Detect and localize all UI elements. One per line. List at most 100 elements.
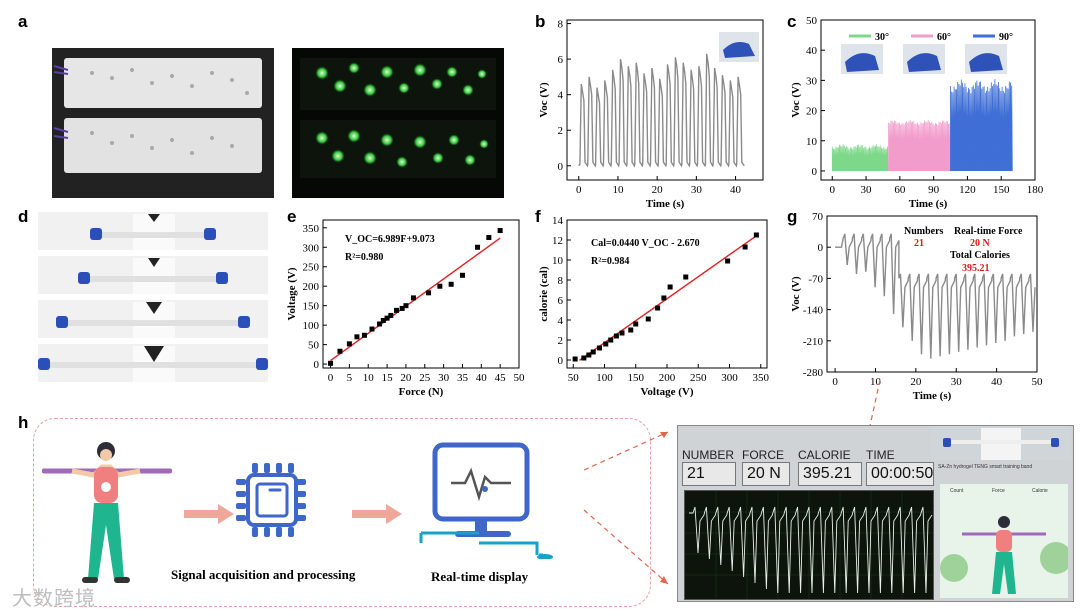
panel-label-a: a <box>18 12 28 31</box>
chart-f: 50 100 150 200 250 300 350 0 2 4 6 8 10 12 14 Voltage (… <box>538 215 770 398</box>
e-data-point <box>410 295 416 301</box>
f-data-point <box>619 330 625 336</box>
g-numbers-label: Numbers <box>904 226 944 237</box>
photo-device-panel <box>52 48 274 198</box>
e-data-point <box>403 303 409 309</box>
e-data-point <box>437 283 443 289</box>
f-data-point <box>572 356 578 362</box>
c-legend-label: 30° <box>875 32 889 43</box>
g-force-label: Real-time Force <box>954 226 1023 237</box>
f-data-point <box>742 244 748 250</box>
c-segment-1 <box>888 120 951 171</box>
sw-mini-count: Count <box>950 488 964 494</box>
e-data-point <box>448 281 454 287</box>
e-data-point <box>388 312 394 318</box>
e-xtick-label: 40 <box>476 372 488 384</box>
g-xtick-label: 10 <box>870 376 882 388</box>
g-xtick-label: 50 <box>1032 376 1044 388</box>
b-ytick-label: 6 <box>558 54 564 66</box>
c-ytick-label: 30 <box>806 75 818 87</box>
e-data-point <box>377 321 383 327</box>
e-xtick-label: 15 <box>382 372 394 384</box>
f-data-point <box>645 316 651 322</box>
e-data-point <box>346 341 352 347</box>
chart-c: 0 30 60 90 120 150 180 0 10 20 30 40 50 Time (s) Voc (… <box>790 15 1044 209</box>
c-segment-2 <box>950 79 1013 171</box>
panel-label-c: c <box>787 12 797 31</box>
f-fit-equation: Cal=0.0440 V_OC - 2.670 <box>591 238 700 249</box>
c-frame <box>820 19 1036 181</box>
chip-processor-icon <box>236 463 306 537</box>
f-data-point <box>628 327 634 333</box>
e-xtick-label: 35 <box>457 372 469 384</box>
watermark: 大数跨境 <box>12 586 96 610</box>
sw-camera-view <box>931 426 1071 460</box>
e-data-point <box>486 235 492 241</box>
c-legend-label: 90° <box>999 32 1013 43</box>
b-frame <box>566 19 764 181</box>
f-ylabel: calorie (cal) <box>538 266 550 322</box>
e-data-point <box>394 307 399 313</box>
e-data-point <box>337 348 343 354</box>
g-ytick-label: 70 <box>812 211 824 223</box>
e-ytick-label: 300 <box>303 242 320 254</box>
e-data-point <box>459 272 465 278</box>
stretch-photos-illustration <box>38 212 268 382</box>
b-ytick-label: 2 <box>558 125 564 137</box>
e-ytick-label: 100 <box>303 320 320 332</box>
e-frame <box>322 219 520 369</box>
e-xtick-label: 0 <box>328 372 334 384</box>
photo-glowing-led-panel <box>292 48 504 198</box>
b-xlabel: Time (s) <box>646 198 685 209</box>
f-ytick-label: 8 <box>558 275 564 287</box>
g-xtick-label: 0 <box>832 376 838 388</box>
e-xtick-label: 45 <box>495 372 507 384</box>
e-xtick-label: 5 <box>347 372 353 384</box>
e-data-point <box>354 334 360 340</box>
e-xtick-label: 30 <box>438 372 450 384</box>
sw-time-value: 00:00:50 <box>866 462 934 486</box>
e-data-point <box>328 360 334 366</box>
camera-person-illustration <box>931 426 1071 460</box>
f-data-point <box>661 295 667 301</box>
g-calories-label: Total Calories <box>950 250 1010 261</box>
g-xtick-label: 40 <box>991 376 1003 388</box>
panel-label-e: e <box>287 207 297 226</box>
c-ytick-label: 10 <box>806 136 818 148</box>
realtime-software-window: NUMBER 21 FORCE 20 N CALORIE 395.21 TIME… <box>677 425 1074 602</box>
c-ytick-label: 20 <box>806 106 818 118</box>
exercising-woman-figure <box>42 442 172 583</box>
b-voc-series-line <box>578 53 745 168</box>
panel-label-h: h <box>18 413 29 432</box>
mini-woman-illustration <box>940 516 1068 594</box>
scope-trace <box>689 506 933 594</box>
f-data-point <box>603 341 609 347</box>
c-xtick-label: 90 <box>928 184 940 196</box>
e-ylabel: Voltage (V) <box>286 267 298 320</box>
e-data-point <box>369 326 375 332</box>
f-fit-line <box>579 234 759 361</box>
g-ytick-label: -70 <box>808 273 823 285</box>
f-data-point <box>586 352 592 358</box>
glowing-led-illustration <box>300 58 496 178</box>
monitor-display-icon <box>419 442 553 559</box>
b-xtick-label: 40 <box>730 184 742 196</box>
g-ylabel: Voc (V) <box>790 276 802 312</box>
chart-b: 0 10 20 30 40 0 2 4 6 8 Time (s) Voc (V) <box>538 19 764 209</box>
e-fit-equation: V_OC=6.989F+9.073 <box>345 234 435 245</box>
sw-time-label: TIME <box>866 448 895 462</box>
c-xlabel: Time (s) <box>909 198 948 209</box>
g-frame <box>826 215 1038 373</box>
arrow-right-icon <box>352 504 402 524</box>
b-xtick-label: 20 <box>652 184 664 196</box>
g-ytick-label: -210 <box>803 336 824 348</box>
f-data-point <box>725 258 731 264</box>
c-ylabel: Voc (V) <box>790 82 802 118</box>
f-ytick-label: 12 <box>552 235 563 247</box>
e-data-point <box>380 317 386 323</box>
f-xlabel: Voltage (V) <box>640 386 693 398</box>
g-xtick-label: 20 <box>910 376 922 388</box>
e-data-point <box>475 244 481 250</box>
g-xlabel: Time (s) <box>913 390 952 402</box>
e-xtick-label: 10 <box>363 372 375 384</box>
